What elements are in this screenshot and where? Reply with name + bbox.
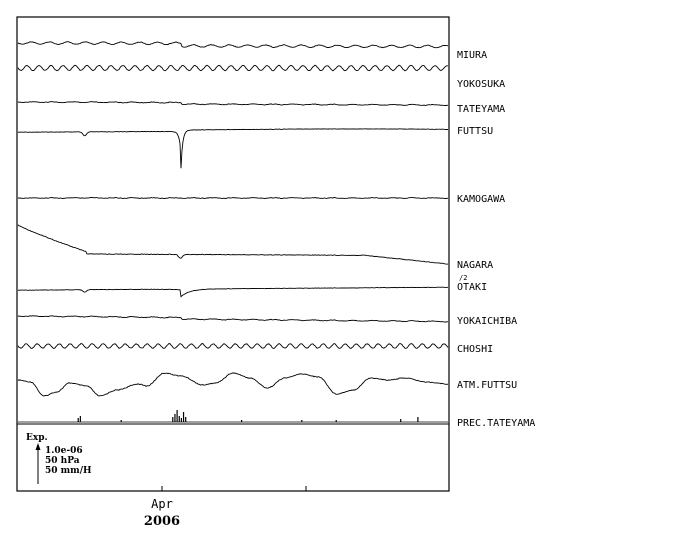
series-label: KAMOGAWA [457,194,505,205]
series-label: PREC.TATEYAMA [457,418,535,429]
series-label: FUTTSU [457,126,493,137]
scale-arrow-head [35,443,41,450]
trace-otaki [17,286,448,298]
series-label: NAGARA [457,260,493,271]
trace-kamogawa [17,196,449,199]
series-label: TATEYAMA [457,104,505,115]
year-label: 2006 [144,514,180,529]
traces [17,41,449,423]
trace-atm-futtsu [17,372,449,397]
scale-precip: 50 mm/H [45,466,92,476]
plot-frame [16,16,450,492]
trace-yokaichiba [17,315,449,323]
trace-futtsu [17,128,449,169]
trace-miura [17,41,449,49]
series-label: MIURA [457,50,487,61]
trace-nagara [17,224,449,265]
trace-tateyama [17,101,449,106]
series-label: YOKOSUKA [457,79,505,90]
scale-title: Exp. [26,433,48,443]
series-labels: MIURA YOKOSUKA TATEYAMA FUTTSU KAMOGAWA NAGAR… [457,50,535,429]
scale-pressure: 50 hPa [45,456,80,466]
scale-legend: Exp. 1.0e-06 50 hPa 50 mm/H [26,433,92,484]
series-label: YOKAICHIBA [457,316,517,327]
trace-choshi [17,342,449,350]
series-label: ATM.FUTTSU [457,380,517,391]
series-scale-note: /2 [459,274,467,282]
scale-strain: 1.0e-06 [45,446,83,456]
series-label: CHOSHI [457,344,493,355]
series-label: OTAKI [457,282,487,293]
month-label: Apr [151,497,173,511]
trace-yokosuka [17,64,449,72]
